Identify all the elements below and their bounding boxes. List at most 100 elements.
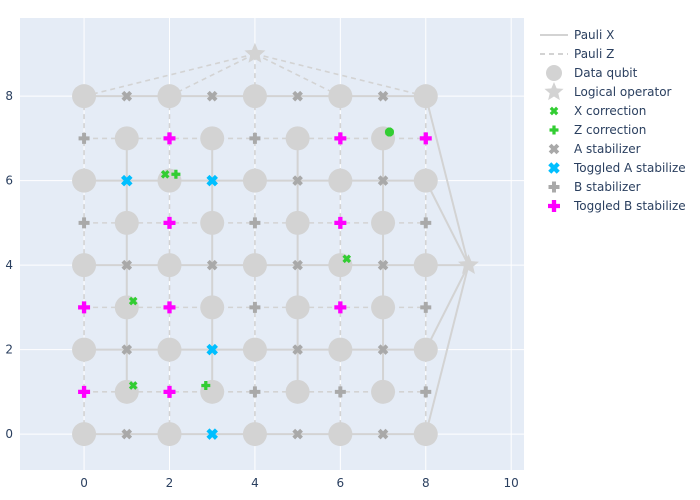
b-stabilizer-marker [249,217,261,229]
x-mark-icon-shape [548,162,560,174]
a-stabilizer-marker-shape [292,428,303,440]
circle-icon [546,65,562,81]
y-tick-label: 2 [5,343,13,357]
data-qubit-marker [285,126,310,151]
pauli-z-line [169,53,256,97]
legend: Pauli X Pauli Z Data qubit Logical operator… [540,28,686,213]
data-qubit-marker [242,253,267,278]
legend-label: B stabilizer [574,180,641,194]
data-qubit-marker [114,210,139,235]
a-stabilizer-marker-shape [121,90,133,102]
b-stabilizer-marker [334,386,346,398]
legend-item: Toggled A stabilize [548,161,686,175]
data-qubit-marker [200,295,225,320]
a-stabilizer-marker [206,90,218,102]
logical-operators [244,42,479,275]
x-mark-icon [548,162,560,174]
y-tick-label: 6 [5,174,13,188]
a-stabilizer-marker-shape [377,259,389,271]
a-stabilizer-marker [377,344,389,355]
a-stabilizer-marker [377,175,389,186]
data-qubit-marker [72,337,97,362]
legend-item: Z correction [549,123,646,137]
toggled-b-stabilizer-marker [163,385,176,398]
data-qubit-marker [285,379,310,404]
legend-label: Toggled B stabilize [573,199,686,213]
data-qubit-marker [242,168,267,193]
x-tick-label: 6 [337,476,345,490]
data-qubit-marker [242,337,267,362]
legend-label: A stabilizer [574,142,641,156]
a-stabilizer-marker-shape [292,259,303,271]
legend-label: Z correction [574,123,646,137]
x-mark-icon-shape [548,143,560,155]
data-qubit-marker [200,126,225,151]
b-stabilizer-marker [249,132,261,144]
x-mark-icon [548,143,560,155]
a-stabilizer-marker [121,259,133,271]
plus-mark-icon [548,200,561,212]
x-tick-label: 10 [504,476,519,490]
data-qubit-marker [285,295,310,320]
pauli-z-line [254,53,426,97]
legend-item: Data qubit [546,65,638,81]
x-correction-marker-shape [128,381,138,390]
x-correction-marker-shape [160,169,170,179]
a-stabilizer-marker-shape [377,175,389,186]
toggled-b-stabilizers [78,132,432,398]
x-correction-marker [160,169,170,179]
data-qubit-marker [157,337,182,362]
z-correction-marker [384,127,394,137]
a-stabilizer-marker-shape [292,344,303,355]
data-qubit-marker [72,84,97,109]
a-stabilizer-marker [292,175,303,186]
data-qubit-marker [328,84,353,109]
a-stabilizer-marker [292,344,303,355]
toggled-a-stabilizer-marker [206,174,218,187]
z-correction-marker [201,381,211,391]
b-stabilizer-marker [249,386,261,398]
data-qubit-marker [72,253,97,278]
data-qubit-marker [200,210,225,235]
legend-label: X correction [574,104,646,118]
a-stabilizer-marker-shape [121,259,133,271]
pauli-z-lines [83,53,427,435]
legend-item: B stabilizer [548,180,641,194]
data-qubit-marker [72,422,97,447]
a-stabilizer-marker-shape [206,90,218,102]
data-qubit-marker [413,253,438,278]
x-tick-label: 2 [166,476,174,490]
z-correction-marker [171,169,181,179]
toggled-b-stabilizer-marker [163,216,176,229]
a-stabilizer-marker [292,90,303,102]
toggled-b-stabilizer-marker [334,132,347,145]
data-qubit-marker [285,210,310,235]
toggled-b-stabilizer-marker [163,301,176,314]
y-tick-label: 0 [5,427,13,441]
pauli-x-line [424,95,470,266]
a-stabilizer-marker [377,428,389,440]
data-qubit-marker [157,253,182,278]
legend-item: X correction [549,104,646,118]
b-stabilizer-marker [420,386,432,398]
data-qubit-marker [371,379,396,404]
data-qubit-marker [328,422,353,447]
data-qubit-marker [157,422,182,447]
a-stabilizer-marker-shape [121,428,133,440]
x-correction-marker [128,381,138,390]
data-qubit-marker [371,210,396,235]
toggled-b-stabilizer-marker [334,216,347,229]
data-qubit-marker [157,84,182,109]
z-corrections [171,127,394,391]
legend-item: Logical operator [544,82,672,101]
logical-operator-marker [244,42,266,63]
a-stabilizer-marker-shape [292,90,303,102]
legend-label: Pauli X [574,28,614,42]
data-qubit-marker [413,337,438,362]
data-qubit-marker [328,337,353,362]
toggled-b-stabilizer-marker [334,301,347,314]
a-stabilizer-marker [121,344,133,355]
toggled-b-stabilizer-marker [163,132,176,145]
